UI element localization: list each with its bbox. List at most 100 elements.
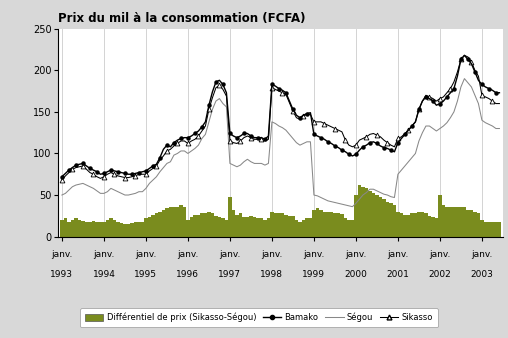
Bar [368,191,371,237]
Bar [403,215,406,237]
Text: Prix du mil à la consommation (FCFA): Prix du mil à la consommation (FCFA) [58,12,306,25]
Bar [459,208,463,237]
Bar [176,207,179,237]
Bar [379,197,382,237]
Bar [382,199,386,237]
Bar [155,213,158,237]
Bar [144,218,148,237]
Bar [421,212,424,237]
Bar [456,207,459,237]
Bar [337,213,340,237]
Bar [375,195,378,237]
Bar [365,188,368,237]
Bar [309,218,312,237]
Text: 1994: 1994 [92,270,115,280]
Bar [498,222,501,237]
Bar [393,205,396,237]
Text: 1995: 1995 [135,270,157,280]
Bar [326,212,330,237]
Bar [88,222,91,237]
Bar [277,213,280,237]
Bar [81,221,85,237]
Bar [193,215,197,237]
Bar [85,222,88,237]
Bar [361,187,365,237]
Bar [312,210,315,237]
Bar [281,213,284,237]
Bar [470,210,473,237]
Bar [109,218,113,237]
Bar [137,222,141,237]
Bar [92,221,95,237]
Bar [431,217,434,237]
Text: 1998: 1998 [261,270,283,280]
Bar [466,210,469,237]
Bar [246,217,249,237]
Bar [64,218,67,237]
Bar [424,213,428,237]
Bar [197,215,200,237]
Bar [400,213,403,237]
Bar [291,216,295,237]
Bar [67,222,71,237]
Bar [407,215,410,237]
Text: 2001: 2001 [387,270,409,280]
Bar [211,213,214,237]
Bar [484,222,487,237]
Bar [410,213,414,237]
Bar [487,222,491,237]
Bar [113,220,116,237]
Bar [389,203,393,237]
Bar [340,214,343,237]
Bar [165,208,169,237]
Bar [319,210,323,237]
Bar [172,207,176,237]
Bar [284,215,288,237]
Bar [463,208,466,237]
Bar [386,202,389,237]
Bar [435,218,438,237]
Bar [452,208,456,237]
Bar [116,222,119,237]
Text: janv.: janv. [177,250,199,259]
Bar [221,218,225,237]
Bar [169,208,172,237]
Text: janv.: janv. [93,250,115,259]
Text: janv.: janv. [345,250,367,259]
Bar [134,222,137,237]
Bar [442,205,445,237]
Bar [491,222,494,237]
Bar [190,217,193,237]
Text: 1999: 1999 [302,270,326,280]
Bar [99,222,102,237]
Bar [242,217,245,237]
Bar [305,218,308,237]
Bar [477,213,480,237]
Bar [200,213,204,237]
Text: janv.: janv. [261,250,282,259]
Bar [218,217,221,237]
Bar [96,222,99,237]
Bar [141,222,144,237]
Bar [344,218,347,237]
Bar [204,213,207,237]
Bar [263,220,267,237]
Bar [428,216,431,237]
Bar [120,223,123,237]
Bar [473,212,477,237]
Bar [333,213,337,237]
Bar [235,215,239,237]
Bar [148,217,151,237]
Text: 1997: 1997 [218,270,241,280]
Bar [253,217,256,237]
Text: 2003: 2003 [470,270,493,280]
Bar [256,218,260,237]
Bar [295,220,298,237]
Bar [232,210,235,237]
Bar [260,218,263,237]
Bar [417,212,421,237]
Bar [449,208,452,237]
Bar [179,205,182,237]
Bar [494,222,497,237]
Text: 1993: 1993 [50,270,74,280]
